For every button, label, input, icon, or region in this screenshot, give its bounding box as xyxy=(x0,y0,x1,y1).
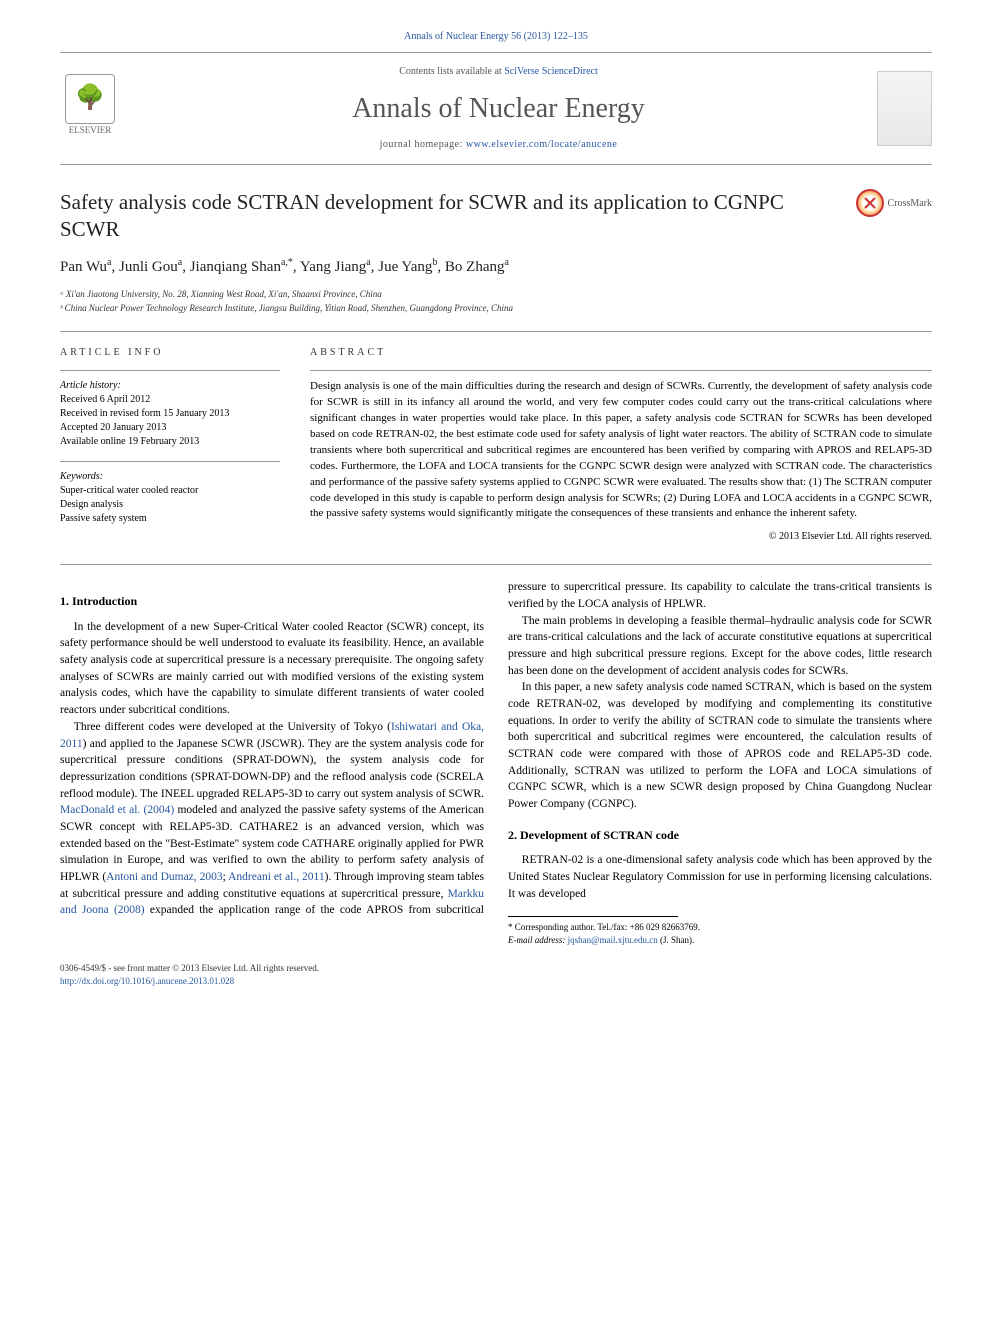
corresponding-author: * Corresponding author. Tel./fax: +86 02… xyxy=(508,921,932,934)
article-title-text: Safety analysis code SCTRAN development … xyxy=(60,190,784,241)
keyword: Design analysis xyxy=(60,499,123,510)
publisher-logo: 🌳 ELSEVIER xyxy=(60,74,120,144)
divider xyxy=(60,370,280,371)
copyright: © 2013 Elsevier Ltd. All rights reserved… xyxy=(310,530,932,544)
journal-center: Contents lists available at SciVerse Sci… xyxy=(120,65,877,152)
footnotes: * Corresponding author. Tel./fax: +86 02… xyxy=(508,921,932,946)
doi-link[interactable]: http://dx.doi.org/10.1016/j.anucene.2013… xyxy=(60,976,234,986)
section-heading: 1. Introduction xyxy=(60,593,484,610)
email-line: E-mail address: jqshan@mail.xjtu.edu.cn … xyxy=(508,934,932,947)
issn-line: 0306-4549/$ - see front matter © 2013 El… xyxy=(60,962,932,975)
paragraph: In this paper, a new safety analysis cod… xyxy=(508,679,932,812)
journal-cover-icon xyxy=(877,71,932,146)
text-run: ) and applied to the Japanese SCWR (JSCW… xyxy=(60,738,484,800)
publisher-name: ELSEVIER xyxy=(69,124,112,137)
meta-abstract-row: article info Article history: Received 6… xyxy=(60,346,932,544)
history-item: Received in revised form 15 January 2013 xyxy=(60,408,229,419)
crossmark-badge[interactable]: CrossMark xyxy=(856,189,932,217)
contents-prefix: Contents lists available at xyxy=(399,66,504,77)
text-run: Three different codes were developed at … xyxy=(74,721,391,733)
history-item: Available online 19 February 2013 xyxy=(60,436,199,447)
sciencedirect-link[interactable]: SciVerse ScienceDirect xyxy=(504,66,598,77)
footnote-separator xyxy=(508,916,678,917)
crossmark-label: CrossMark xyxy=(888,197,932,210)
citation-link[interactable]: Andreani et al., 2011 xyxy=(228,871,325,883)
journal-title: Annals of Nuclear Energy xyxy=(120,89,877,128)
email-who: (J. Shan). xyxy=(660,935,694,945)
keywords-label: Keywords: xyxy=(60,471,103,482)
email-label: E-mail address: xyxy=(508,935,565,945)
abstract-col: abstract Design analysis is one of the m… xyxy=(310,346,932,544)
section-heading: 2. Development of SCTRAN code xyxy=(508,827,932,844)
affiliation: ᵇ China Nuclear Power Technology Researc… xyxy=(60,302,932,315)
abstract-text: Design analysis is one of the main diffi… xyxy=(310,379,932,522)
article-info-col: article info Article history: Received 6… xyxy=(60,346,280,544)
divider xyxy=(60,331,932,332)
article-title: Safety analysis code SCTRAN development … xyxy=(60,189,932,244)
history-item: Accepted 20 January 2013 xyxy=(60,422,166,433)
keyword: Super-critical water cooled reactor xyxy=(60,485,198,496)
contents-line: Contents lists available at SciVerse Sci… xyxy=(120,65,877,79)
divider xyxy=(60,461,280,462)
body-text: 1. Introduction In the development of a … xyxy=(60,579,932,946)
affiliation: ᵃ Xi'an Jiaotong University, No. 28, Xia… xyxy=(60,288,932,301)
history-item: Received 6 April 2012 xyxy=(60,394,150,405)
divider xyxy=(310,370,932,371)
article-history: Article history: Received 6 April 2012 R… xyxy=(60,379,280,449)
elsevier-tree-icon: 🌳 xyxy=(65,74,115,124)
bottom-info: 0306-4549/$ - see front matter © 2013 El… xyxy=(60,962,932,987)
paragraph: RETRAN-02 is a one-dimensional safety an… xyxy=(508,852,932,902)
paragraph: In the development of a new Super-Critic… xyxy=(60,619,484,719)
citation-header: Annals of Nuclear Energy 56 (2013) 122–1… xyxy=(60,30,932,44)
homepage-prefix: journal homepage: xyxy=(380,139,466,150)
journal-banner: 🌳 ELSEVIER Contents lists available at S… xyxy=(60,52,932,165)
citation-link[interactable]: Antoni and Dumaz, 2003 xyxy=(106,871,222,883)
email-link[interactable]: jqshan@mail.xjtu.edu.cn xyxy=(568,935,658,945)
homepage-link[interactable]: www.elsevier.com/locate/anucene xyxy=(466,139,617,150)
keywords-block: Keywords: Super-critical water cooled re… xyxy=(60,470,280,526)
citation-link[interactable]: Annals of Nuclear Energy 56 (2013) 122–1… xyxy=(404,31,588,42)
crossmark-icon xyxy=(856,189,884,217)
keyword: Passive safety system xyxy=(60,513,147,524)
authors: Pan Wua, Junli Goua, Jianqiang Shana,*, … xyxy=(60,256,932,278)
affiliations: ᵃ Xi'an Jiaotong University, No. 28, Xia… xyxy=(60,288,932,315)
citation-link[interactable]: MacDonald et al. (2004) xyxy=(60,804,174,816)
divider xyxy=(60,564,932,565)
abstract-label: abstract xyxy=(310,346,932,360)
homepage-line: journal homepage: www.elsevier.com/locat… xyxy=(120,138,877,152)
article-info-label: article info xyxy=(60,346,280,360)
paragraph: The main problems in developing a feasib… xyxy=(508,613,932,680)
history-label: Article history: xyxy=(60,380,121,391)
